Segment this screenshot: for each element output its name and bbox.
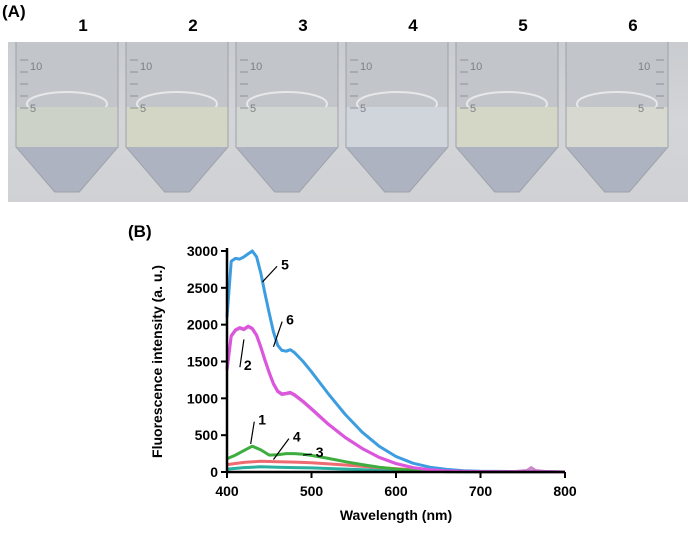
graduation-10: 10	[250, 61, 262, 73]
y-tick-label: 0	[210, 464, 218, 480]
annotation-leader	[250, 421, 255, 445]
annotation-label-6: 6	[286, 312, 294, 328]
annotation-label-3: 3	[316, 444, 324, 460]
series-annotations: 5 6 2 1 43	[239, 256, 324, 460]
tube-outline	[15, 42, 119, 193]
tube-cone	[126, 147, 228, 192]
tube-cone	[346, 147, 448, 192]
y-tick-label: 500	[195, 427, 219, 443]
tube-4: 10 5	[345, 42, 449, 193]
tube-headspace	[126, 42, 228, 107]
x-tick-label: 600	[384, 483, 408, 499]
tube-liquid	[346, 107, 448, 147]
tube-number-1: 1	[78, 16, 88, 35]
y-tick-label: 1000	[187, 390, 218, 406]
tube-liquid	[566, 107, 668, 147]
tube-cone	[16, 147, 118, 192]
y-tick-label: 3000	[187, 243, 218, 259]
annotation-leader	[272, 438, 290, 460]
x-tick-label: 500	[300, 483, 324, 499]
tube-liquid	[456, 107, 558, 147]
tube-cone	[566, 147, 668, 192]
tube-liquid	[236, 107, 338, 147]
y-tick-label: 2500	[187, 280, 218, 296]
tube-1: 10 5	[15, 42, 119, 193]
graduation-10: 10	[360, 61, 372, 73]
tube-headspace	[236, 42, 338, 107]
tube-liquid	[16, 107, 118, 147]
tube-outline	[235, 42, 339, 193]
tubes-illustration: 10 5 10 5 10 5 10 5 10 5 10 5	[15, 42, 669, 193]
tube-6: 10 5	[565, 42, 669, 193]
tube-headspace	[456, 42, 558, 107]
graduation-5: 5	[30, 103, 36, 115]
series-line-6	[225, 325, 566, 474]
tube-number-4: 4	[408, 16, 418, 35]
annotation-label-2: 2	[244, 357, 252, 373]
x-tick-label: 400	[215, 483, 239, 499]
tube-number-6: 6	[628, 16, 638, 35]
graduation-5: 5	[638, 103, 644, 115]
annotation-leader	[302, 453, 312, 456]
x-axis-label: Wavelength (nm)	[340, 507, 452, 523]
tube-number-3: 3	[298, 16, 308, 35]
tube-5: 10 5	[455, 42, 559, 193]
tube-outline	[125, 42, 229, 193]
x-tick-label: 800	[553, 483, 577, 499]
graduation-5: 5	[470, 103, 476, 115]
graduation-5: 5	[250, 103, 256, 115]
y-tick-label: 1500	[187, 354, 218, 370]
tube-outline	[345, 42, 449, 193]
annotation-leader	[272, 321, 283, 347]
series-line-2	[225, 324, 566, 474]
graduation-10: 10	[638, 61, 650, 73]
tube-2: 10 5	[125, 42, 229, 193]
tube-headspace	[16, 42, 118, 107]
chart-axes	[225, 248, 565, 474]
graduation-5: 5	[140, 103, 146, 115]
tube-number-2: 2	[188, 16, 198, 35]
graduation-10: 10	[140, 61, 152, 73]
y-tick-label: 2000	[187, 317, 218, 333]
graduation-10: 10	[30, 61, 42, 73]
series-line-5	[225, 249, 566, 474]
annotation-label-5: 5	[281, 256, 289, 272]
tube-3: 10 5	[235, 42, 339, 193]
panel-a-label: (A)	[2, 2, 26, 21]
x-axis-ticks: 400 500 600 700 800	[215, 472, 577, 499]
tube-number-5: 5	[518, 16, 528, 35]
annotation-label-4: 4	[293, 429, 301, 445]
tube-outline	[565, 42, 669, 193]
annotation-leader	[239, 339, 245, 368]
x-tick-label: 700	[469, 483, 493, 499]
tube-outline	[455, 42, 559, 193]
tube-cone	[236, 147, 338, 192]
y-axis-ticks: 0 500 1000 1500 2000 2500 3000	[187, 243, 227, 480]
graduation-10: 10	[470, 61, 482, 73]
plot-series	[225, 249, 566, 474]
tube-cone	[456, 147, 558, 192]
tube-liquid	[126, 107, 228, 147]
tubes-photo: 10 5 10 5 10 5 10 5 10 5 10 5	[8, 42, 688, 202]
annotation-label-1: 1	[258, 412, 266, 428]
panel-b-label: (B)	[128, 222, 152, 241]
y-axis-label: Fluorescence intensity (a. u.)	[149, 265, 165, 458]
graduation-5: 5	[360, 103, 366, 115]
annotation-leader	[262, 265, 278, 283]
tube-headspace	[566, 42, 668, 107]
fluorescence-chart: 400 500 600 700 800 0 500 1000 1500 2000 2500 3000…	[149, 243, 577, 523]
tube-headspace	[346, 42, 448, 107]
